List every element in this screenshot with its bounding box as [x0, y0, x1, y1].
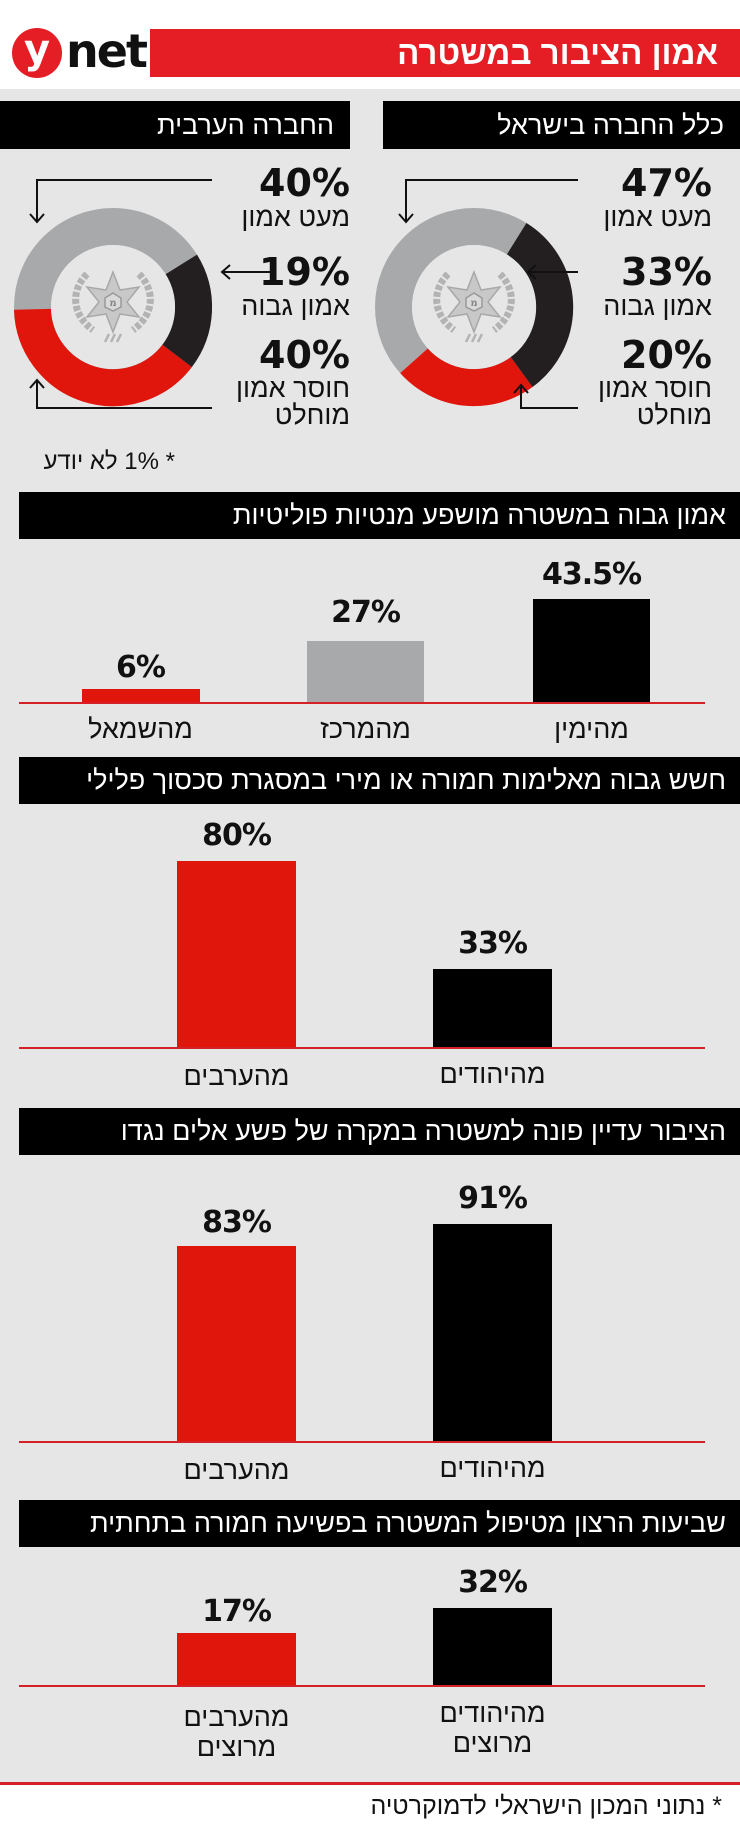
- logo-text: net: [66, 24, 148, 78]
- bar-value-jews: 91%: [458, 1181, 528, 1216]
- logo-circle: y: [12, 28, 62, 78]
- bar-arabs: [177, 1246, 296, 1442]
- bar-value-jews: 32%: [458, 1565, 528, 1600]
- donut-all-society: [375, 208, 574, 407]
- arab-high-trust-pct: 19%: [259, 250, 350, 294]
- bar-label-arabs-2: מרוצים: [196, 1732, 277, 1762]
- leader-lines-all: [398, 179, 578, 409]
- bar-label-arabs: מהערבים: [183, 1061, 290, 1091]
- bar-value-center: 27%: [331, 595, 401, 630]
- leader-lines-arab: [29, 179, 270, 409]
- ynet-logo[interactable]: y net: [10, 24, 148, 80]
- bar-value-arabs: 80%: [202, 818, 272, 853]
- donut-arab-society: [14, 208, 213, 407]
- page-title: אמון הציבור במשטרה: [150, 29, 740, 77]
- bar-label-jews-2: מרוצים: [452, 1728, 533, 1758]
- baseline: [19, 702, 705, 704]
- bar-jews: [433, 1608, 552, 1686]
- bar-label-right: מהימין: [554, 714, 629, 744]
- bar-left: [82, 689, 200, 703]
- all-no-trust-label-2: מוחלט: [636, 400, 712, 430]
- bar-value-right: 43.5%: [541, 557, 642, 592]
- bar-label-jews: מהיהודים: [439, 1059, 546, 1089]
- arab-no-trust-label-2: מוחלט: [274, 400, 350, 430]
- bar-label-jews: מהיהודים: [439, 1453, 546, 1483]
- arab-high-trust-label: אמון גבוה: [241, 291, 350, 321]
- donut-charts: מ: [14, 179, 578, 409]
- segment-no-trust: [14, 308, 192, 407]
- bar-arabs: [177, 861, 296, 1048]
- baseline: [19, 1441, 705, 1443]
- segment-high-trust: [161, 254, 213, 368]
- bar-value-left: 6%: [116, 650, 166, 685]
- arab-low-trust-label: מעט אמון: [241, 202, 350, 232]
- all-low-trust-label: מעט אמון: [603, 202, 712, 232]
- all-high-trust-pct: 33%: [621, 250, 712, 294]
- arab-no-trust-label-1: חוסר אמון: [236, 373, 350, 403]
- bar-value-arabs: 83%: [202, 1205, 272, 1240]
- bar-jews: [433, 969, 552, 1048]
- source-note: * נתוני המכון הישראלי לדמוקרטיה: [370, 1792, 722, 1820]
- arab-low-trust-pct: 40%: [259, 161, 350, 205]
- section-header-turn-to-police: הציבור עדיין פונה למשטרה במקרה של פשע אל…: [19, 1108, 740, 1155]
- bar-value-arabs: 17%: [202, 1594, 272, 1629]
- segment-high-trust: [506, 223, 574, 388]
- baseline: [19, 1047, 705, 1049]
- bar-jews: [433, 1224, 552, 1442]
- section-header-violence-fear: חשש גבוה מאלימות חמורה או מירי במסגרת סכ…: [19, 757, 740, 804]
- bar-center: [307, 641, 424, 703]
- segment-no-trust: [400, 347, 533, 407]
- bar-label-arabs: מהערבים: [183, 1455, 290, 1485]
- bar-value-jews: 33%: [458, 926, 528, 961]
- subheader-arab-society: החברה הערבית: [0, 101, 350, 149]
- arab-no-trust-pct: 40%: [259, 333, 350, 377]
- bar-right: [533, 599, 650, 703]
- all-no-trust-pct: 20%: [621, 333, 712, 377]
- section-header-political: אמון גבוה במשטרה מושפע מנטיות פוליטיות: [19, 492, 740, 539]
- bar-label-jews-1: מהיהודים: [439, 1698, 546, 1728]
- bar-label-center: מהמרכז: [320, 714, 411, 744]
- baseline: [19, 1685, 705, 1687]
- dont-know-note: * 1% לא יודע: [43, 448, 175, 475]
- panel-divider: [0, 1782, 740, 1785]
- subheader-all-society: כלל החברה בישראל: [383, 101, 740, 149]
- section-header-satisfaction: שביעות הרצון מטיפול המשטרה בפשיעה חמורה …: [19, 1500, 740, 1547]
- bar-label-left: מהשמאל: [88, 714, 193, 744]
- bar-label-arabs-1: מהערבים: [183, 1702, 290, 1732]
- all-no-trust-label-1: חוסר אמון: [598, 373, 712, 403]
- all-high-trust-label: אמון גבוה: [603, 291, 712, 321]
- all-low-trust-pct: 47%: [621, 161, 712, 205]
- bar-arabs: [177, 1633, 296, 1686]
